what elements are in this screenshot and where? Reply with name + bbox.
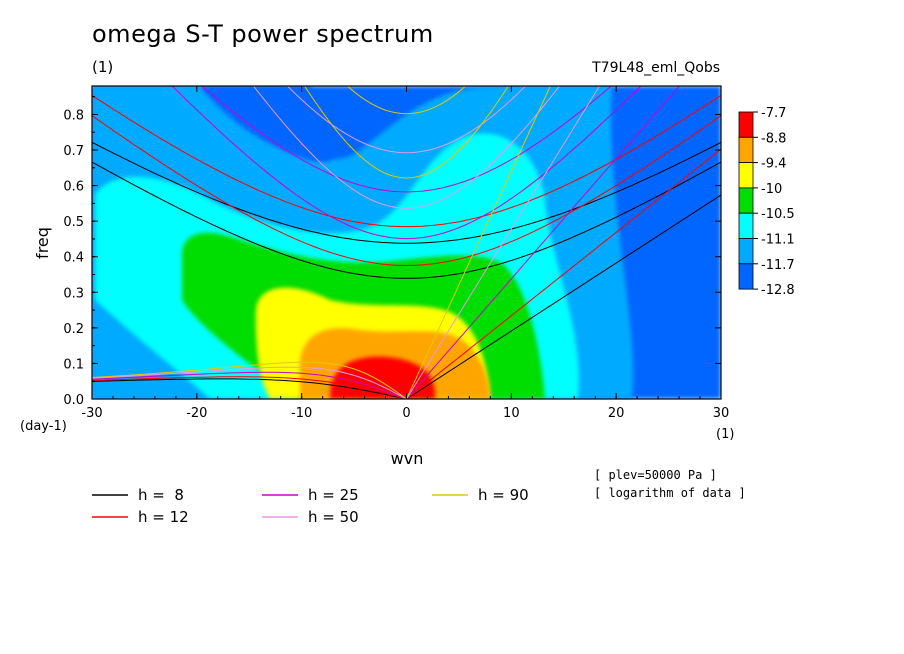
gravity-wave-curve	[92, 161, 721, 279]
colorbar-label: -10.5	[761, 207, 795, 222]
y-unit-label: (day-1)	[20, 419, 67, 434]
colorbar-swatch	[738, 212, 754, 239]
x-tick-label: 30	[713, 406, 730, 421]
dispersion-curves	[92, 86, 721, 399]
rossby-wave-curve	[92, 376, 407, 399]
gravity-wave-curve	[286, 86, 527, 154]
kelvin-wave-curve	[406, 148, 721, 399]
x-tick-label: -20	[186, 406, 207, 421]
colorbar-label: -12.8	[761, 283, 795, 298]
colorbar-swatch	[738, 111, 754, 138]
y-axis-label: freq	[33, 227, 52, 259]
run-name: T79L48_eml_Qobs	[592, 60, 720, 76]
x-tick-label: -30	[81, 406, 102, 421]
kelvin-wave-curve	[406, 86, 681, 399]
y-tick-label: 0.8	[63, 108, 84, 123]
y-axis: 0.0 0.1 0.2 0.3 0.4 0.5 0.6 0.7 0.8	[63, 96, 721, 408]
x-tick-label: -10	[291, 406, 312, 421]
colorbar-label: -11.1	[761, 233, 795, 248]
rossby-wave-curve	[92, 371, 407, 399]
y-tick-label: 0.1	[63, 357, 84, 372]
colorbar-swatch	[738, 187, 754, 214]
colorbar-swatch	[738, 263, 754, 290]
colorbar-label: -8.8	[761, 131, 786, 146]
y-tick-label: 0.6	[63, 180, 84, 195]
kelvin-wave-curve	[406, 86, 551, 399]
colorbar-swatch	[738, 162, 754, 189]
legend-label: h = 50	[308, 508, 359, 526]
legend-label: h = 25	[308, 486, 359, 504]
y-tick-label: 0.2	[63, 322, 84, 337]
kelvin-wave-curve	[406, 86, 601, 399]
colorbar-swatch	[738, 238, 754, 265]
x-axis: -30 -20 -10 0 10 20 30	[81, 86, 729, 421]
chart-subtitle: (1)	[92, 58, 114, 76]
colorbar-label: -11.7	[761, 258, 795, 273]
legend-label: h = 8	[138, 486, 184, 504]
dispersion-legend: h = 8 h = 12 h = 25 h = 50 h = 90	[92, 486, 529, 526]
gravity-wave-curve	[346, 86, 467, 115]
gravity-wave-curve	[92, 141, 721, 244]
kelvin-wave-curve	[406, 194, 721, 399]
chart-title: omega S-T power spectrum	[92, 20, 434, 48]
plev-note: [ plev=50000 Pa ]	[594, 468, 717, 482]
x-tick-label: 0	[402, 406, 410, 421]
x-axis-label: wvn	[391, 449, 424, 468]
colorbar: -7.7 -8.8 -9.4 -10 -10.5 -11.1 -11.7 -12.8	[738, 106, 795, 298]
log-note: [ logarithm of data ]	[594, 486, 746, 500]
gravity-wave-curve	[171, 86, 642, 240]
rossby-wave-curve	[92, 361, 407, 399]
rossby-wave-curve	[92, 378, 407, 399]
rossby-wave-curve	[92, 366, 407, 399]
gravity-wave-curve	[201, 86, 612, 193]
colorbar-label: -9.4	[761, 157, 786, 172]
y-tick-label: 0.7	[63, 144, 84, 159]
colorbar-label: -10	[761, 182, 782, 197]
y-tick-label: 0.0	[63, 393, 84, 408]
y-tick-label: 0.4	[63, 251, 84, 266]
spectrum-field	[92, 86, 721, 399]
x-unit-label: (1)	[716, 427, 734, 442]
field-dark-topleft	[200, 86, 337, 162]
legend-label: h = 90	[478, 486, 529, 504]
gravity-wave-curve	[92, 115, 721, 267]
colorbar-label: -7.7	[761, 106, 786, 121]
x-tick-label: 20	[608, 406, 625, 421]
gravity-wave-curve	[304, 86, 509, 179]
gravity-wave-curve	[252, 86, 561, 209]
x-tick-label: 10	[503, 406, 520, 421]
legend-label: h = 12	[138, 508, 189, 526]
colorbar-swatch	[738, 136, 754, 164]
y-tick-label: 0.5	[63, 215, 84, 230]
y-tick-label: 0.3	[63, 286, 84, 301]
